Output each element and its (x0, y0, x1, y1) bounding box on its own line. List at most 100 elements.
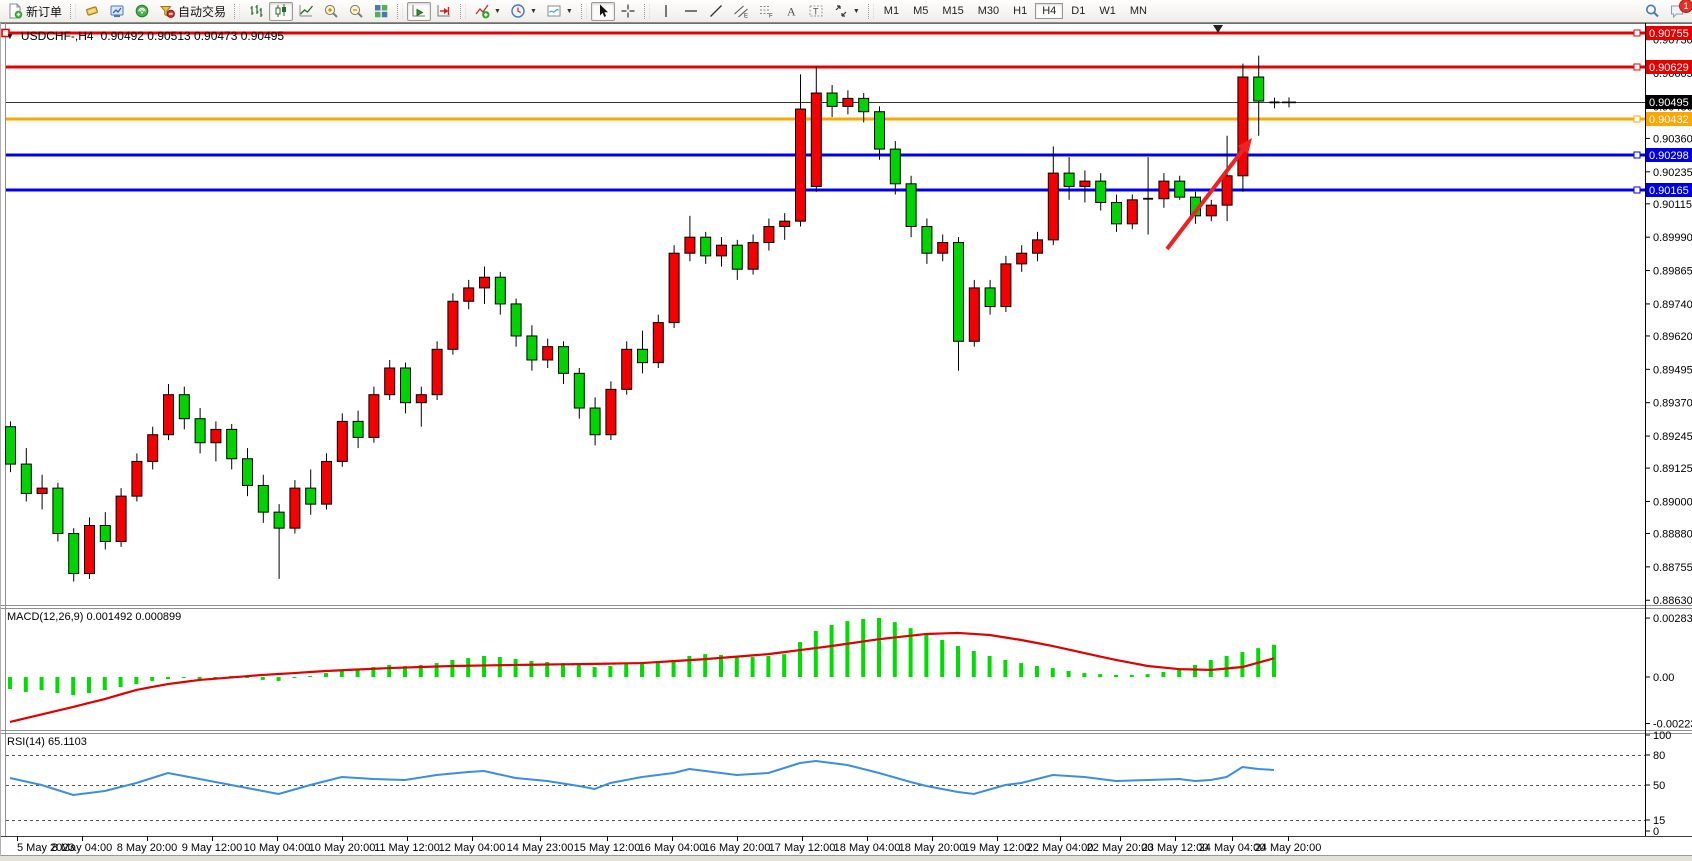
time-tick-label: 8 May 04:00 (52, 842, 113, 854)
mql5-community-button[interactable] (105, 2, 129, 21)
templates-button[interactable]: ▼ (542, 2, 577, 21)
svg-text:A: A (787, 5, 796, 19)
price-tick-label: 0.89495 (1653, 364, 1692, 376)
bear-candle (1253, 76, 1265, 102)
zoom-in-button[interactable] (319, 2, 343, 21)
symbol-period-label: USDCHF-,H4 (20, 29, 94, 43)
notifications-button[interactable]: 1 (1665, 0, 1692, 21)
fibonacci-icon: F (758, 3, 774, 19)
timeframe-mn-button[interactable]: MN (1129, 5, 1147, 17)
line-handle[interactable] (1, 28, 10, 38)
line-chart-mode-button[interactable] (294, 2, 318, 21)
channel-tool-button[interactable]: E (729, 2, 753, 21)
zoom-out-button[interactable] (344, 2, 368, 21)
price-axis[interactable]: 0.907300.906050.904800.903600.902350.901… (1645, 26, 1692, 838)
macd-layer (8, 617, 1276, 723)
crosshair-tool-button[interactable] (616, 2, 640, 21)
bear-candle (700, 236, 712, 257)
zoom-in-icon (323, 3, 339, 19)
bear-candle (889, 148, 901, 185)
indicators-icon (474, 3, 490, 19)
time-tick-label: 15 May 12:00 (574, 842, 641, 854)
toolbar-grip (70, 3, 77, 19)
bear-candle (226, 428, 238, 460)
rsi-tick-label: 80 (1653, 750, 1665, 762)
text-tool-button[interactable]: A (779, 2, 803, 21)
vertical-line-tool-button[interactable] (654, 2, 678, 21)
text-label-tool-button[interactable]: T (804, 2, 828, 21)
templates-dropdown-caret[interactable]: ▼ (565, 7, 573, 15)
line-handle[interactable] (1633, 151, 1641, 159)
signals-button[interactable] (130, 2, 154, 21)
collapse-chevron-icon[interactable]: ▼ (6, 31, 14, 41)
toolbar-grip (460, 3, 467, 19)
timeframe-w1-button[interactable]: W1 (1099, 5, 1116, 17)
bull-candle (163, 394, 174, 436)
bull-candle (968, 287, 980, 342)
indicators-button[interactable]: ▼ (470, 2, 505, 21)
bull-candle (684, 236, 696, 254)
search-button[interactable] (1640, 2, 1664, 21)
bull-candle (621, 348, 633, 390)
bull-candle (1079, 180, 1091, 187)
timeframe-h4-button[interactable]: H4 (1035, 3, 1064, 19)
arrow-head (1237, 138, 1252, 154)
macd-tick-label: -0.002239 (1653, 719, 1692, 731)
timeframe-m15-button[interactable]: M15 (942, 5, 964, 17)
bear-candle (573, 372, 585, 409)
annotation-arrow[interactable] (1165, 138, 1252, 251)
line-handles-layer[interactable] (1, 25, 1641, 194)
horizontal-line-tool-button[interactable] (679, 2, 703, 21)
trendline-tool-button[interactable] (704, 2, 728, 21)
arrows-dropdown-caret[interactable]: ▼ (852, 7, 860, 15)
line-handle[interactable] (1633, 115, 1641, 123)
bull-candle (131, 460, 143, 497)
hline-objects-layer[interactable] (6, 31, 1645, 192)
new-order-icon (7, 3, 23, 19)
bar-chart-mode-button[interactable] (244, 2, 268, 21)
time-tick-label: 9 May 12:00 (182, 842, 243, 854)
periods-button[interactable]: ▼ (506, 2, 541, 21)
toolbar-grip (867, 3, 874, 19)
bull-candle (463, 287, 475, 302)
candlestick-icon (273, 3, 289, 19)
price-tick-label: 0.88630 (1653, 595, 1692, 607)
new-order-button[interactable]: 新订单 (3, 2, 66, 21)
time-tick-label: 10 May 04:00 (244, 842, 311, 854)
bull-candle (368, 394, 380, 438)
arrows-tool-button[interactable]: ▼ (829, 2, 864, 21)
line-handle[interactable] (1633, 186, 1641, 194)
svg-text:E: E (744, 14, 748, 20)
arrow-shapes-icon (833, 3, 849, 19)
candlestick-mode-button[interactable] (269, 1, 294, 21)
line-handle[interactable] (1633, 29, 1641, 37)
fibonacci-tool-button[interactable]: F (754, 2, 778, 21)
timeframe-m30-button[interactable]: M30 (977, 5, 1000, 17)
bull-candle (1126, 199, 1138, 225)
deposit-button[interactable] (80, 2, 104, 21)
line-handle[interactable] (1633, 63, 1641, 71)
indicators-dropdown-caret[interactable]: ▼ (494, 7, 501, 15)
price-tick-label: 0.90360 (1653, 133, 1692, 145)
tile-windows-button[interactable] (369, 2, 393, 21)
timeframe-m1-button[interactable]: M1 (883, 5, 900, 17)
bull-candle (336, 420, 348, 462)
bear-candle (305, 487, 317, 505)
bull-candle (795, 108, 806, 222)
auto-scroll-button[interactable] (407, 1, 432, 21)
bear-candle (905, 183, 917, 228)
periods-dropdown-caret[interactable]: ▼ (529, 7, 537, 15)
notification-badge[interactable]: 1 (1679, 0, 1692, 13)
cursor-tool-button[interactable] (590, 1, 615, 21)
timeframe-m5-button[interactable]: M5 (913, 5, 929, 17)
timeframe-h1-button[interactable]: H1 (1013, 5, 1028, 17)
scroll-marker-icon (1213, 25, 1223, 33)
auto-trading-button[interactable]: 自动交易 (155, 2, 230, 21)
community-chart-icon (109, 3, 125, 19)
timeframe-d1-button[interactable]: D1 (1071, 5, 1086, 17)
cursor-icon (595, 3, 611, 19)
main-toolbar: 新订单 自动交易 (0, 0, 1692, 23)
chart-shift-button[interactable] (432, 2, 456, 21)
